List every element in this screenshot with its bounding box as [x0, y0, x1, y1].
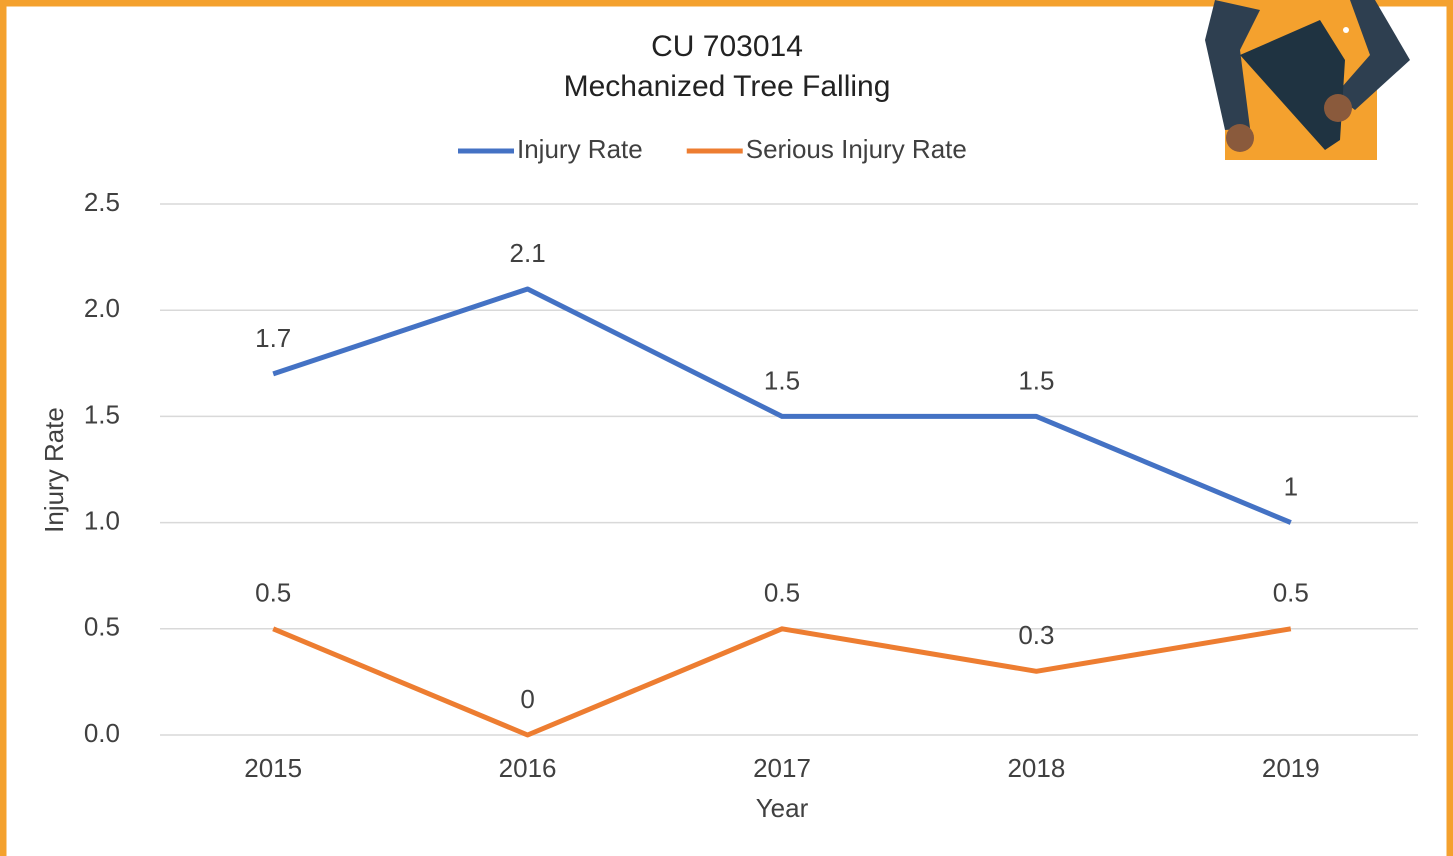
data-label: 1.5: [764, 365, 800, 395]
chart-title: CU 703014: [651, 30, 803, 63]
legend-label: Injury Rate: [517, 134, 643, 164]
data-label: 1.7: [255, 323, 291, 353]
data-label: 1: [1284, 471, 1298, 501]
chart-subtitle: Mechanized Tree Falling: [564, 70, 891, 103]
data-label: 0.5: [255, 578, 291, 608]
y-tick-label: 0.5: [84, 612, 120, 642]
y-tick-label: 2.5: [84, 187, 120, 217]
x-tick-label: 2018: [1007, 753, 1065, 783]
legend-label: Serious Injury Rate: [746, 134, 967, 164]
x-tick-label: 2019: [1262, 753, 1320, 783]
data-label: 2.1: [510, 238, 546, 268]
x-tick-label: 2015: [244, 753, 302, 783]
y-tick-label: 1.5: [84, 399, 120, 429]
page: CU 703014 Mechanized Tree Falling Year I…: [0, 0, 1453, 856]
data-label: 0.5: [764, 578, 800, 608]
x-axis-label: Year: [756, 793, 809, 823]
y-axis-label: Injury Rate: [39, 407, 69, 533]
data-label: 0.3: [1018, 620, 1054, 650]
x-tick-label: 2017: [753, 753, 811, 783]
data-label: 0.5: [1273, 578, 1309, 608]
data-label: 0: [520, 684, 534, 714]
y-tick-label: 1.0: [84, 505, 120, 535]
data-label: 1.5: [1018, 365, 1054, 395]
y-tick-label: 2.0: [84, 293, 120, 323]
y-tick-label: 0.0: [84, 718, 120, 748]
x-tick-label: 2016: [499, 753, 557, 783]
chart: CU 703014 Mechanized Tree Falling Year I…: [0, 0, 1453, 856]
